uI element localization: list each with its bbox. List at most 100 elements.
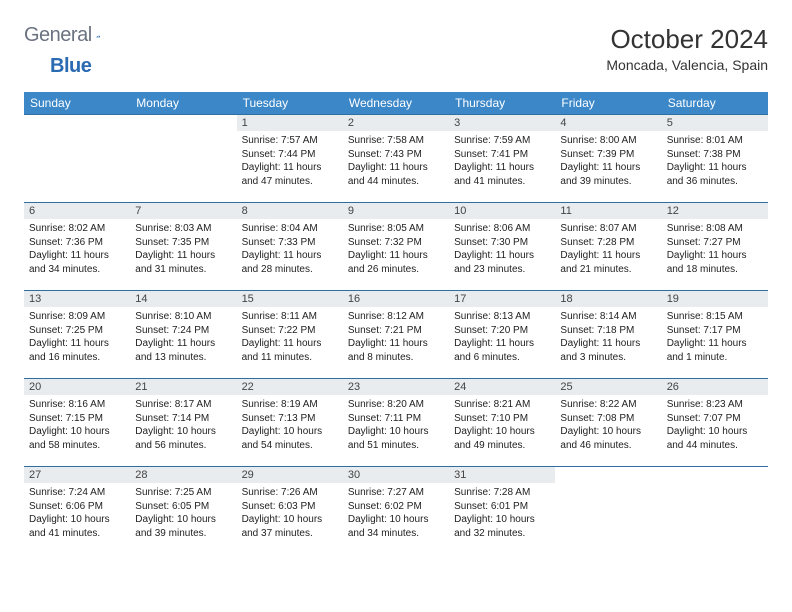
day-line-d1: Daylight: 10 hours [348, 513, 444, 527]
day-number: 12 [662, 203, 768, 219]
day-line-sr: Sunrise: 7:27 AM [348, 486, 444, 500]
day-body: Sunrise: 8:15 AMSunset: 7:17 PMDaylight:… [662, 307, 768, 369]
day-line-ss: Sunset: 7:15 PM [29, 412, 125, 426]
day-line-d2: and 56 minutes. [135, 439, 231, 453]
calendar-cell: 12Sunrise: 8:08 AMSunset: 7:27 PMDayligh… [662, 203, 768, 291]
day-header: Tuesday [237, 92, 343, 115]
calendar-cell: 30Sunrise: 7:27 AMSunset: 6:02 PMDayligh… [343, 467, 449, 555]
day-line-d1: Daylight: 11 hours [29, 337, 125, 351]
day-body: Sunrise: 7:26 AMSunset: 6:03 PMDaylight:… [237, 483, 343, 545]
calendar-row: 6Sunrise: 8:02 AMSunset: 7:36 PMDaylight… [24, 203, 768, 291]
day-line-d2: and 37 minutes. [242, 527, 338, 541]
calendar-cell: 21Sunrise: 8:17 AMSunset: 7:14 PMDayligh… [130, 379, 236, 467]
day-line-d2: and 26 minutes. [348, 263, 444, 277]
logo-mark-icon [96, 28, 100, 44]
day-line-d2: and 44 minutes. [667, 439, 763, 453]
day-line-ss: Sunset: 7:10 PM [454, 412, 550, 426]
day-line-d2: and 54 minutes. [242, 439, 338, 453]
day-line-ss: Sunset: 7:21 PM [348, 324, 444, 338]
day-body: Sunrise: 7:25 AMSunset: 6:05 PMDaylight:… [130, 483, 236, 545]
day-header: Saturday [662, 92, 768, 115]
day-line-d1: Daylight: 10 hours [560, 425, 656, 439]
day-line-sr: Sunrise: 8:04 AM [242, 222, 338, 236]
day-number: 16 [343, 291, 449, 307]
day-line-ss: Sunset: 7:13 PM [242, 412, 338, 426]
day-line-d1: Daylight: 11 hours [29, 249, 125, 263]
day-body: Sunrise: 8:19 AMSunset: 7:13 PMDaylight:… [237, 395, 343, 457]
day-line-ss: Sunset: 7:17 PM [667, 324, 763, 338]
day-body: Sunrise: 8:14 AMSunset: 7:18 PMDaylight:… [555, 307, 661, 369]
day-line-ss: Sunset: 7:39 PM [560, 148, 656, 162]
day-body: Sunrise: 8:02 AMSunset: 7:36 PMDaylight:… [24, 219, 130, 281]
day-line-sr: Sunrise: 8:09 AM [29, 310, 125, 324]
day-number: 7 [130, 203, 236, 219]
day-line-d2: and 23 minutes. [454, 263, 550, 277]
day-line-sr: Sunrise: 7:26 AM [242, 486, 338, 500]
day-line-sr: Sunrise: 8:05 AM [348, 222, 444, 236]
day-line-d2: and 32 minutes. [454, 527, 550, 541]
calendar-cell: 11Sunrise: 8:07 AMSunset: 7:28 PMDayligh… [555, 203, 661, 291]
day-line-d1: Daylight: 10 hours [135, 425, 231, 439]
calendar-row: 27Sunrise: 7:24 AMSunset: 6:06 PMDayligh… [24, 467, 768, 555]
day-line-d1: Daylight: 11 hours [348, 337, 444, 351]
day-line-d2: and 18 minutes. [667, 263, 763, 277]
logo-text-general: General [24, 24, 92, 47]
day-number: 5 [662, 115, 768, 131]
calendar-cell: 20Sunrise: 8:16 AMSunset: 7:15 PMDayligh… [24, 379, 130, 467]
day-line-d2: and 51 minutes. [348, 439, 444, 453]
calendar-cell: 16Sunrise: 8:12 AMSunset: 7:21 PMDayligh… [343, 291, 449, 379]
day-line-d1: Daylight: 11 hours [348, 161, 444, 175]
day-number: 13 [24, 291, 130, 307]
day-line-d2: and 13 minutes. [135, 351, 231, 365]
day-line-d2: and 39 minutes. [560, 175, 656, 189]
day-line-ss: Sunset: 7:24 PM [135, 324, 231, 338]
calendar-cell-empty [24, 115, 130, 203]
day-number: 14 [130, 291, 236, 307]
day-line-d1: Daylight: 11 hours [135, 249, 231, 263]
day-number: 9 [343, 203, 449, 219]
day-body: Sunrise: 8:05 AMSunset: 7:32 PMDaylight:… [343, 219, 449, 281]
day-line-sr: Sunrise: 8:19 AM [242, 398, 338, 412]
day-line-d2: and 8 minutes. [348, 351, 444, 365]
day-header-row: SundayMondayTuesdayWednesdayThursdayFrid… [24, 92, 768, 115]
day-body: Sunrise: 8:17 AMSunset: 7:14 PMDaylight:… [130, 395, 236, 457]
month-title: October 2024 [606, 24, 768, 55]
day-line-sr: Sunrise: 8:14 AM [560, 310, 656, 324]
day-line-sr: Sunrise: 8:11 AM [242, 310, 338, 324]
calendar-cell: 9Sunrise: 8:05 AMSunset: 7:32 PMDaylight… [343, 203, 449, 291]
day-body: Sunrise: 8:13 AMSunset: 7:20 PMDaylight:… [449, 307, 555, 369]
day-number: 3 [449, 115, 555, 131]
day-line-sr: Sunrise: 8:23 AM [667, 398, 763, 412]
calendar-cell: 2Sunrise: 7:58 AMSunset: 7:43 PMDaylight… [343, 115, 449, 203]
day-header: Friday [555, 92, 661, 115]
day-line-sr: Sunrise: 7:58 AM [348, 134, 444, 148]
calendar-cell: 5Sunrise: 8:01 AMSunset: 7:38 PMDaylight… [662, 115, 768, 203]
calendar-cell: 6Sunrise: 8:02 AMSunset: 7:36 PMDaylight… [24, 203, 130, 291]
day-header: Monday [130, 92, 236, 115]
day-number: 2 [343, 115, 449, 131]
day-line-sr: Sunrise: 8:10 AM [135, 310, 231, 324]
day-line-d2: and 46 minutes. [560, 439, 656, 453]
day-line-sr: Sunrise: 7:28 AM [454, 486, 550, 500]
day-line-d2: and 34 minutes. [348, 527, 444, 541]
day-body: Sunrise: 8:04 AMSunset: 7:33 PMDaylight:… [237, 219, 343, 281]
calendar-cell: 17Sunrise: 8:13 AMSunset: 7:20 PMDayligh… [449, 291, 555, 379]
day-number: 15 [237, 291, 343, 307]
calendar-cell: 24Sunrise: 8:21 AMSunset: 7:10 PMDayligh… [449, 379, 555, 467]
calendar-row: 13Sunrise: 8:09 AMSunset: 7:25 PMDayligh… [24, 291, 768, 379]
day-line-sr: Sunrise: 8:03 AM [135, 222, 231, 236]
day-line-sr: Sunrise: 8:21 AM [454, 398, 550, 412]
day-number: 29 [237, 467, 343, 483]
day-line-ss: Sunset: 7:22 PM [242, 324, 338, 338]
day-number: 18 [555, 291, 661, 307]
calendar-cell: 25Sunrise: 8:22 AMSunset: 7:08 PMDayligh… [555, 379, 661, 467]
day-line-d2: and 1 minute. [667, 351, 763, 365]
day-line-ss: Sunset: 7:38 PM [667, 148, 763, 162]
calendar-cell: 3Sunrise: 7:59 AMSunset: 7:41 PMDaylight… [449, 115, 555, 203]
day-number: 1 [237, 115, 343, 131]
day-body: Sunrise: 8:06 AMSunset: 7:30 PMDaylight:… [449, 219, 555, 281]
calendar-cell: 23Sunrise: 8:20 AMSunset: 7:11 PMDayligh… [343, 379, 449, 467]
day-line-d1: Daylight: 11 hours [242, 337, 338, 351]
day-header: Thursday [449, 92, 555, 115]
day-line-sr: Sunrise: 7:25 AM [135, 486, 231, 500]
